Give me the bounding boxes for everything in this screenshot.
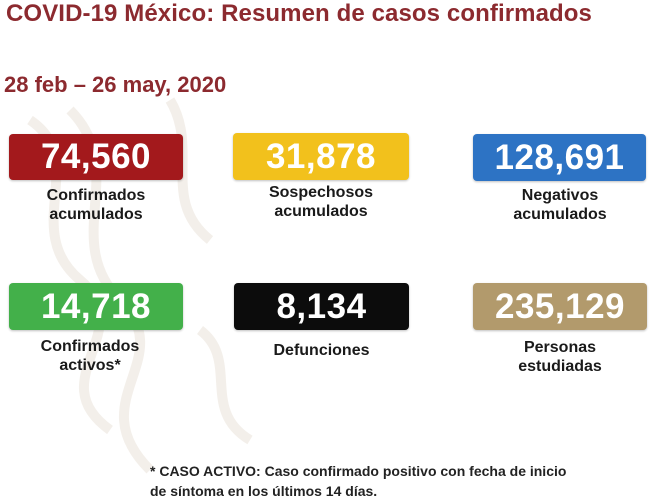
people-studied-label: Personas estudiadas [518, 339, 602, 375]
deaths-value: 8,134 [234, 283, 409, 330]
confirmed-active-label: Confirmados activos* [40, 338, 140, 374]
negative-cumulative-label: Negativos acumulados [513, 187, 607, 223]
date-range: 28 feb – 26 may, 2020 [4, 72, 227, 97]
page-title: COVID-19 México: Resumen de casos confir… [6, 0, 593, 27]
active-case-footnote: * CASO ACTIVO: Caso confirmado positivo … [150, 463, 567, 499]
confirmed-cumulative-value: 74,560 [9, 134, 183, 180]
suspected-cumulative-label: Sospechosos acumulados [268, 184, 374, 220]
negative-cumulative-value: 128,691 [473, 134, 646, 181]
confirmed-active-value: 14,718 [9, 283, 183, 330]
suspected-cumulative-value: 31,878 [233, 133, 409, 180]
confirmed-cumulative-label: Confirmados acumulados [46, 187, 146, 223]
deaths-label: Defunciones [273, 342, 370, 359]
people-studied-value: 235,129 [473, 283, 647, 330]
